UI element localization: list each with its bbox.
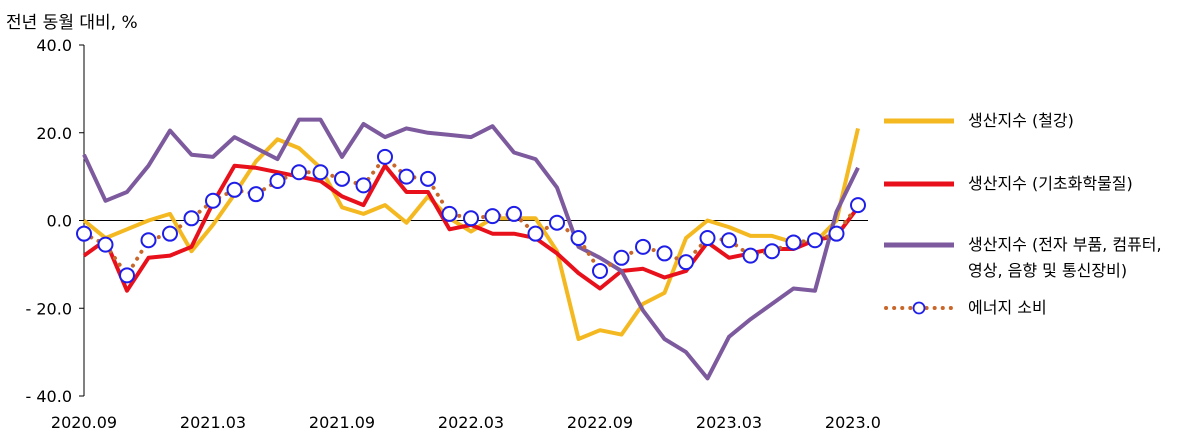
data-point-energy [484, 208, 501, 225]
data-point-energy [140, 232, 157, 249]
data-point-energy [162, 225, 178, 242]
data-point-energy [785, 234, 802, 251]
x-tick-label: 2023.09 [825, 413, 880, 432]
legend-swatch-energy [884, 301, 954, 315]
legend-item-steel: 생산지수 (철강) [884, 108, 1074, 134]
y-tick-label: - 20.0 [26, 299, 72, 318]
legend-label-steel: 생산지수 (철강) [968, 111, 1074, 130]
data-point-energy [398, 168, 415, 185]
data-point-energy [420, 170, 436, 187]
y-tick-label: 20.0 [36, 124, 72, 143]
legend-item-electronics: 생산지수 (전자 부품, 컴퓨터, 영상, 음향 및 통신장비) [884, 232, 1162, 284]
data-point-energy [807, 232, 823, 249]
y-tick-label: 0.0 [47, 212, 72, 231]
data-point-energy [570, 230, 587, 247]
data-point-energy [291, 164, 307, 181]
data-point-energy [764, 243, 780, 260]
data-point-energy [613, 249, 630, 266]
x-tick-label: 2023.03 [696, 413, 762, 432]
legend: 생산지수 (철강) 생산지수 (기초화학물질) 생산지수 (전자 부품, 컴퓨터… [884, 0, 1194, 440]
x-tick-label: 2021.09 [309, 413, 375, 432]
legend-label-electronics-line1: 생산지수 (전자 부품, 컴퓨터, [968, 235, 1162, 254]
data-point-energy [592, 262, 608, 279]
data-point-energy [850, 197, 866, 214]
data-point-energy [312, 164, 329, 181]
line-chart: 40.0 20.0 0.0 - 20.0 - 40.0 2020.09 2021.03 202… [26, 36, 880, 432]
data-point-energy [678, 254, 694, 271]
data-point-energy [742, 247, 759, 264]
series-line-electronics [82, 117, 860, 381]
legend-swatch-basic-chemicals [884, 181, 954, 187]
legend-label-energy: 에너지 소비 [968, 298, 1047, 317]
legend-swatch-steel [884, 118, 954, 124]
legend-swatch-electronics [884, 242, 954, 248]
data-point-energy [506, 205, 522, 222]
data-point-energy [441, 205, 458, 222]
data-point-energy [635, 238, 651, 255]
data-point-energy [76, 225, 92, 242]
data-point-energy [699, 230, 716, 247]
data-point-energy [656, 245, 673, 262]
data-point-energy [226, 181, 243, 198]
data-point-energy [355, 177, 372, 194]
data-point-energy [183, 210, 200, 227]
data-point-energy [269, 173, 286, 190]
legend-label-basic-chemicals: 생산지수 (기초화학물질) [968, 174, 1133, 193]
x-tick-label: 2022.03 [438, 413, 504, 432]
data-point-energy [549, 214, 565, 231]
data-point-energy [248, 186, 264, 203]
legend-label-electronics-line2: 영상, 음향 및 통신장비) [968, 261, 1128, 280]
y-tick-label: - 40.0 [26, 387, 72, 406]
data-point-energy [377, 148, 393, 165]
x-tick-label: 2021.03 [180, 413, 246, 432]
y-axis-title: 전년 동월 대비, % [6, 13, 138, 33]
x-tick-label: 2020.09 [51, 413, 117, 432]
y-tick-label: 40.0 [36, 36, 72, 55]
data-point-energy [828, 225, 845, 242]
legend-item-basic-chemicals: 생산지수 (기초화학물질) [884, 171, 1133, 197]
x-tick-label: 2022.09 [567, 413, 633, 432]
data-point-energy [721, 232, 737, 249]
data-point-energy [527, 225, 544, 242]
legend-item-energy: 에너지 소비 [884, 295, 1047, 321]
series-line-steel [82, 127, 860, 341]
data-point-energy [463, 210, 479, 227]
data-point-energy [334, 170, 350, 187]
data-point-energy [97, 236, 114, 253]
data-point-energy [119, 267, 135, 284]
series-line-basic-chemicals [82, 163, 860, 293]
data-point-energy [205, 192, 221, 209]
